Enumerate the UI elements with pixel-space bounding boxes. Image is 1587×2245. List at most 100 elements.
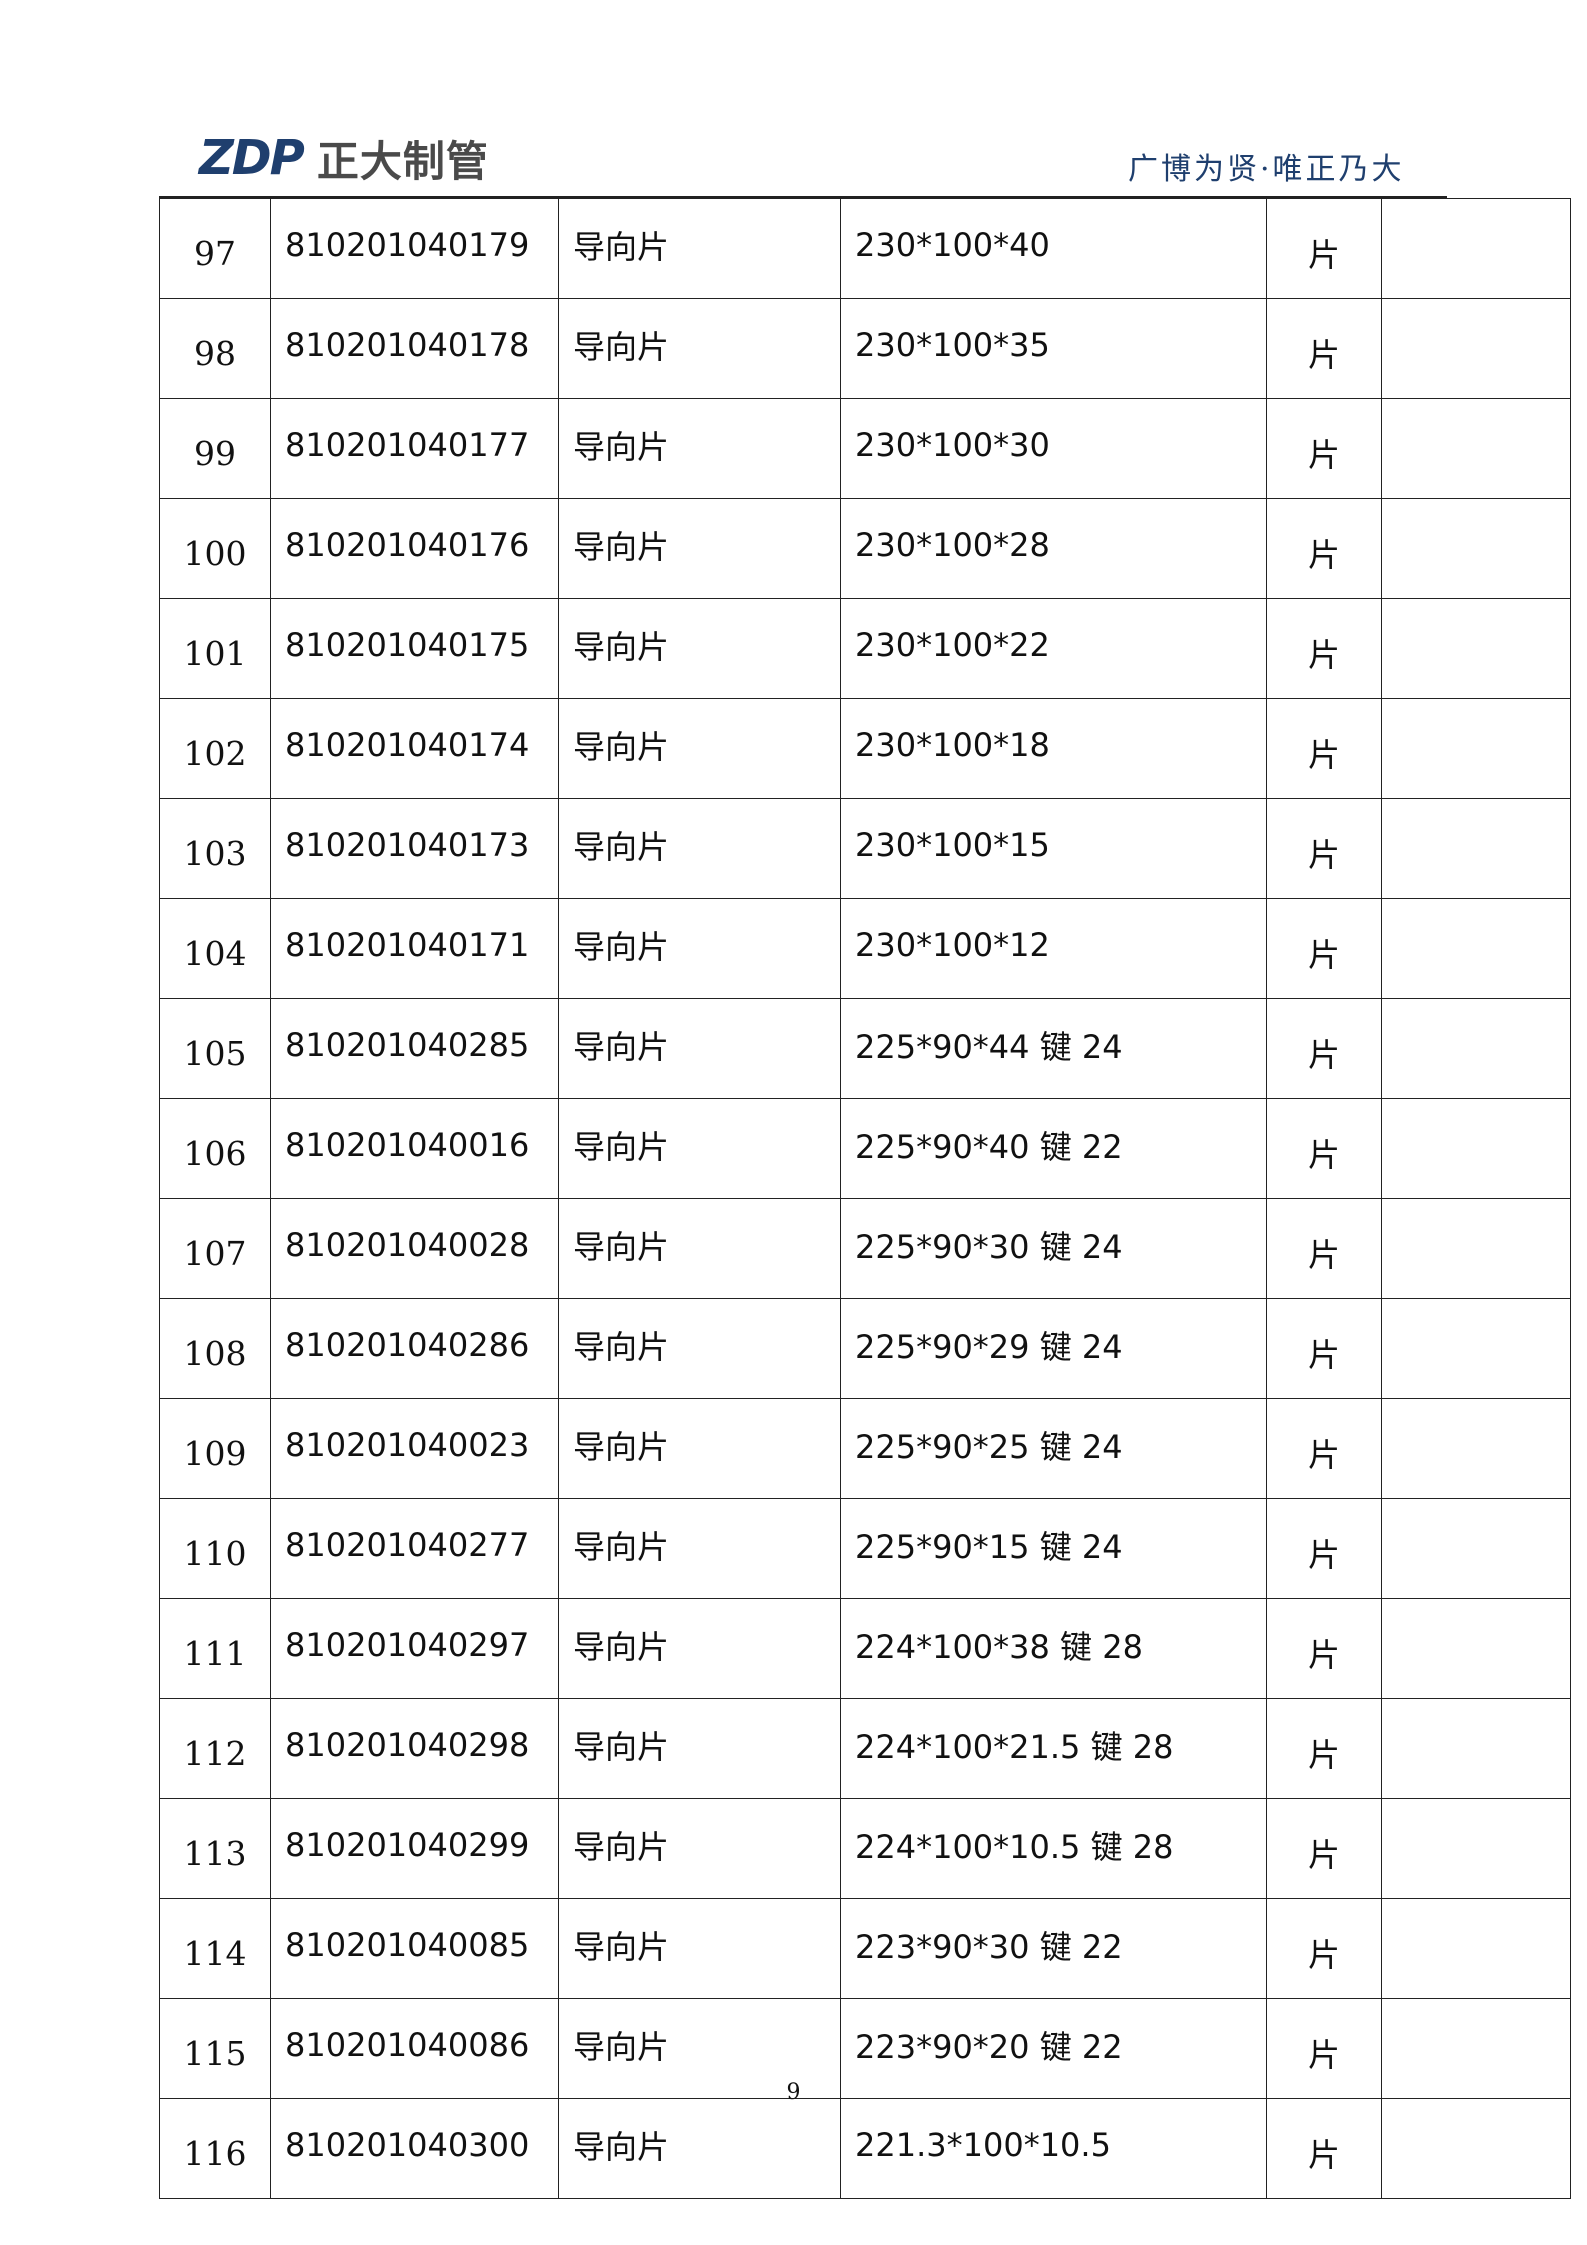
item-code: 810201040171 (270, 898, 559, 999)
item-code: 810201040016 (270, 1098, 559, 1199)
item-spec: 230*100*40 (840, 198, 1267, 299)
item-note (1381, 1898, 1571, 1999)
table-row: 101 810201040175 导向片 230*100*22 片 (159, 598, 1571, 699)
row-number: 116 (159, 2098, 271, 2199)
item-note (1381, 498, 1571, 599)
item-code: 810201040178 (270, 298, 559, 399)
item-note (1381, 898, 1571, 999)
item-unit: 片 (1266, 1698, 1382, 1799)
item-code: 810201040298 (270, 1698, 559, 1799)
item-name: 导向片 (558, 598, 841, 699)
table-row: 98 810201040178 导向片 230*100*35 片 (159, 298, 1571, 399)
item-spec: 225*90*40 键 22 (840, 1098, 1267, 1199)
row-number: 114 (159, 1898, 271, 1999)
item-code: 810201040277 (270, 1498, 559, 1599)
item-name: 导向片 (558, 698, 841, 799)
row-number: 103 (159, 798, 271, 899)
item-name: 导向片 (558, 1498, 841, 1599)
row-number: 107 (159, 1198, 271, 1299)
table-row: 99 810201040177 导向片 230*100*30 片 (159, 398, 1571, 499)
table-row: 107 810201040028 导向片 225*90*30 键 24 片 (159, 1198, 1571, 1299)
item-unit: 片 (1266, 498, 1382, 599)
item-code: 810201040023 (270, 1398, 559, 1499)
item-code: 810201040175 (270, 598, 559, 699)
item-unit: 片 (1266, 1398, 1382, 1499)
item-spec: 224*100*38 键 28 (840, 1598, 1267, 1699)
item-code: 810201040299 (270, 1798, 559, 1899)
row-number: 108 (159, 1298, 271, 1399)
table-row: 108 810201040286 导向片 225*90*29 键 24 片 (159, 1298, 1571, 1399)
item-name: 导向片 (558, 1598, 841, 1699)
row-number: 105 (159, 998, 271, 1099)
header-divider (159, 196, 1447, 198)
row-number: 110 (159, 1498, 271, 1599)
row-number: 109 (159, 1398, 271, 1499)
item-note (1381, 1598, 1571, 1699)
item-code: 810201040300 (270, 2098, 559, 2199)
page-number: 9 (786, 2080, 801, 2105)
item-spec: 224*100*10.5 键 28 (840, 1798, 1267, 1899)
item-note (1381, 298, 1571, 399)
item-spec: 230*100*15 (840, 798, 1267, 899)
item-spec: 230*100*12 (840, 898, 1267, 999)
item-unit: 片 (1266, 898, 1382, 999)
item-note (1381, 1198, 1571, 1299)
item-unit: 片 (1266, 1598, 1382, 1699)
item-note (1381, 598, 1571, 699)
logo-mark: ZDP (199, 130, 305, 186)
row-number: 97 (159, 198, 271, 299)
item-spec: 230*100*30 (840, 398, 1267, 499)
item-note (1381, 198, 1571, 299)
item-name: 导向片 (558, 298, 841, 399)
slogan: 广博为贤·唯正乃大 (1128, 152, 1405, 187)
item-unit: 片 (1266, 598, 1382, 699)
item-note (1381, 1098, 1571, 1199)
table-row: 103 810201040173 导向片 230*100*15 片 (159, 798, 1571, 899)
item-name: 导向片 (558, 898, 841, 999)
table-row: 110 810201040277 导向片 225*90*15 键 24 片 (159, 1498, 1571, 1599)
table-row: 112 810201040298 导向片 224*100*21.5 键 28 片 (159, 1698, 1571, 1799)
item-unit: 片 (1266, 398, 1382, 499)
row-number: 113 (159, 1798, 271, 1899)
item-name: 导向片 (558, 1098, 841, 1199)
row-number: 111 (159, 1598, 271, 1699)
table-row: 111 810201040297 导向片 224*100*38 键 28 片 (159, 1598, 1571, 1699)
item-unit: 片 (1266, 798, 1382, 899)
item-code: 810201040179 (270, 198, 559, 299)
item-code: 810201040174 (270, 698, 559, 799)
item-code: 810201040086 (270, 1998, 559, 2099)
item-unit: 片 (1266, 298, 1382, 399)
item-name: 导向片 (558, 398, 841, 499)
logo-text: 正大制管 (316, 136, 489, 186)
item-name: 导向片 (558, 1898, 841, 1999)
item-code: 810201040028 (270, 1198, 559, 1299)
item-spec: 230*100*28 (840, 498, 1267, 599)
row-number: 98 (159, 298, 271, 399)
item-spec: 225*90*44 键 24 (840, 998, 1267, 1099)
item-code: 810201040285 (270, 998, 559, 1099)
row-number: 104 (159, 898, 271, 999)
item-note (1381, 1798, 1571, 1899)
item-unit: 片 (1266, 2098, 1382, 2199)
table-row: 104 810201040171 导向片 230*100*12 片 (159, 898, 1571, 999)
item-name: 导向片 (558, 1698, 841, 1799)
parts-table: 97 810201040179 导向片 230*100*40 片 98 8102010401… (159, 198, 1571, 2199)
item-note (1381, 1698, 1571, 1799)
item-spec: 230*100*35 (840, 298, 1267, 399)
table-row: 114 810201040085 导向片 223*90*30 键 22 片 (159, 1898, 1571, 1999)
item-code: 810201040173 (270, 798, 559, 899)
item-spec: 225*90*15 键 24 (840, 1498, 1267, 1599)
table-row: 106 810201040016 导向片 225*90*40 键 22 片 (159, 1098, 1571, 1199)
item-note (1381, 798, 1571, 899)
item-note (1381, 1398, 1571, 1499)
item-name: 导向片 (558, 798, 841, 899)
table-row: 97 810201040179 导向片 230*100*40 片 (159, 198, 1571, 299)
item-unit: 片 (1266, 1498, 1382, 1599)
item-name: 导向片 (558, 2098, 841, 2199)
row-number: 106 (159, 1098, 271, 1199)
table-row: 115 810201040086 导向片 223*90*20 键 22 片 (159, 1998, 1571, 2099)
company-logo: ZDP 正大制管 (199, 130, 489, 186)
item-code: 810201040286 (270, 1298, 559, 1399)
item-unit: 片 (1266, 1298, 1382, 1399)
item-name: 导向片 (558, 1298, 841, 1399)
